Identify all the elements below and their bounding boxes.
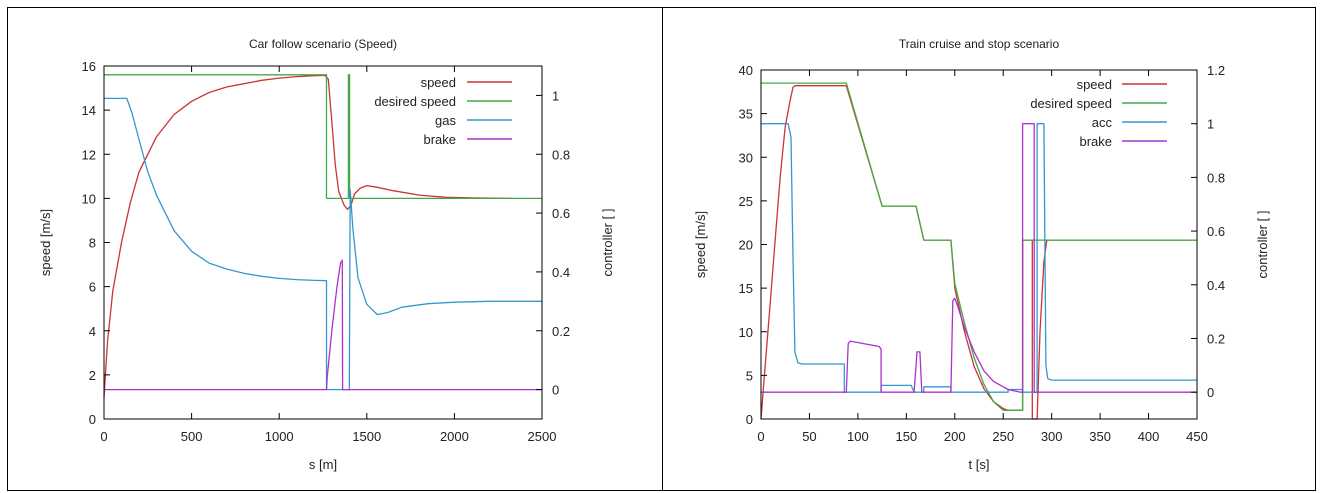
y2-tick-label: 0.8	[552, 147, 570, 162]
x-tick-label: 350	[1089, 429, 1111, 444]
y-tick-label: 14	[82, 103, 96, 118]
y2-tick-label: 1.2	[1207, 63, 1225, 78]
x-axis-label: s [m]	[309, 457, 337, 472]
legend-label-speed: speed	[421, 75, 456, 90]
y2-axis-label: controller [ ]	[600, 209, 615, 277]
y2-tick-label: 1	[552, 88, 559, 103]
y2-axis-label: controller [ ]	[1255, 211, 1270, 279]
y-tick-label: 30	[739, 150, 753, 165]
x-tick-label: 0	[757, 429, 764, 444]
chart-panel-right: Train cruise and stop scenario 0 50 100 150 2…	[662, 7, 1316, 491]
y-tick-label: 25	[739, 194, 753, 209]
x-tick-label: 250	[992, 429, 1014, 444]
series-line-desired-speed	[104, 74, 542, 200]
y2-tick-label: 0.8	[1207, 170, 1225, 185]
series-line-speed	[760, 85, 1197, 420]
y-tick-label: 0	[89, 412, 96, 427]
y2-tick-label: 0	[1207, 385, 1214, 400]
legend-label-brake: brake	[423, 132, 456, 147]
x-tick-label: 450	[1186, 429, 1208, 444]
chart-title: Car follow scenario (Speed)	[249, 37, 397, 51]
x-tick-label: 2000	[440, 429, 469, 444]
y-tick-label: 15	[739, 281, 753, 296]
chart-panel-left: Car follow scenario (Speed) 0 500 1000 1500 2…	[7, 7, 663, 491]
y-tick-label: 2	[89, 368, 96, 383]
series-line-brake	[104, 259, 542, 391]
y-tick-label: 40	[739, 63, 753, 78]
x-tick-label: 2500	[528, 429, 557, 444]
y2-tick-label: 0.6	[1207, 224, 1225, 239]
plot-frame	[103, 65, 543, 420]
y-tick-label: 16	[82, 59, 96, 74]
y2-tick-label: 0.6	[552, 206, 570, 221]
legend-label-desired-speed: desired speed	[374, 94, 456, 109]
y2-tick-label: 0.4	[552, 265, 570, 280]
x-tick-label: 1000	[265, 429, 294, 444]
x-tick-label: 0	[100, 429, 107, 444]
y-tick-label: 12	[82, 147, 96, 162]
y-tick-label: 10	[739, 325, 753, 340]
chart-title: Train cruise and stop scenario	[899, 37, 1060, 51]
y-tick-label: 6	[89, 280, 96, 295]
y2-tick-label: 1	[1207, 117, 1214, 132]
legend-label-acc: acc	[1092, 115, 1113, 130]
x-tick-label: 300	[1041, 429, 1063, 444]
chart-left: Car follow scenario (Speed)0 500 1000 1500 2…	[38, 37, 615, 472]
x-tick-label: 200	[944, 429, 966, 444]
y-tick-label: 35	[739, 107, 753, 122]
legend-label-brake: brake	[1079, 134, 1112, 149]
series-line-desired-speed	[761, 82, 1197, 411]
x-tick-label: 1500	[352, 429, 381, 444]
y-tick-label: 5	[746, 368, 753, 383]
y-tick-label: 4	[89, 324, 96, 339]
y-tick-label: 10	[82, 191, 96, 206]
series-line-acc	[761, 123, 1197, 393]
x-tick-label: 400	[1138, 429, 1160, 444]
series-line-brake	[761, 123, 1197, 393]
y-tick-label: 0	[746, 412, 753, 427]
legend-label-desired-speed: desired speed	[1030, 96, 1112, 111]
legend-label-gas: gas	[435, 113, 456, 128]
legend-label-speed: speed	[1077, 77, 1112, 92]
y2-tick-label: 0.2	[552, 324, 570, 339]
y2-tick-label: 0.4	[1207, 278, 1225, 293]
y-tick-label: 8	[89, 236, 96, 251]
y2-tick-label: 0	[552, 383, 559, 398]
y2-tick-label: 0.2	[1207, 331, 1225, 346]
x-tick-label: 500	[181, 429, 203, 444]
series-line-gas	[104, 97, 542, 391]
x-tick-label: 100	[847, 429, 869, 444]
y-tick-label: 20	[739, 238, 753, 253]
y-axis-label: speed [m/s]	[693, 211, 708, 278]
x-axis-label: t [s]	[969, 457, 990, 472]
x-tick-label: 50	[802, 429, 816, 444]
y-axis-label: speed [m/s]	[38, 209, 53, 276]
x-tick-label: 150	[895, 429, 917, 444]
